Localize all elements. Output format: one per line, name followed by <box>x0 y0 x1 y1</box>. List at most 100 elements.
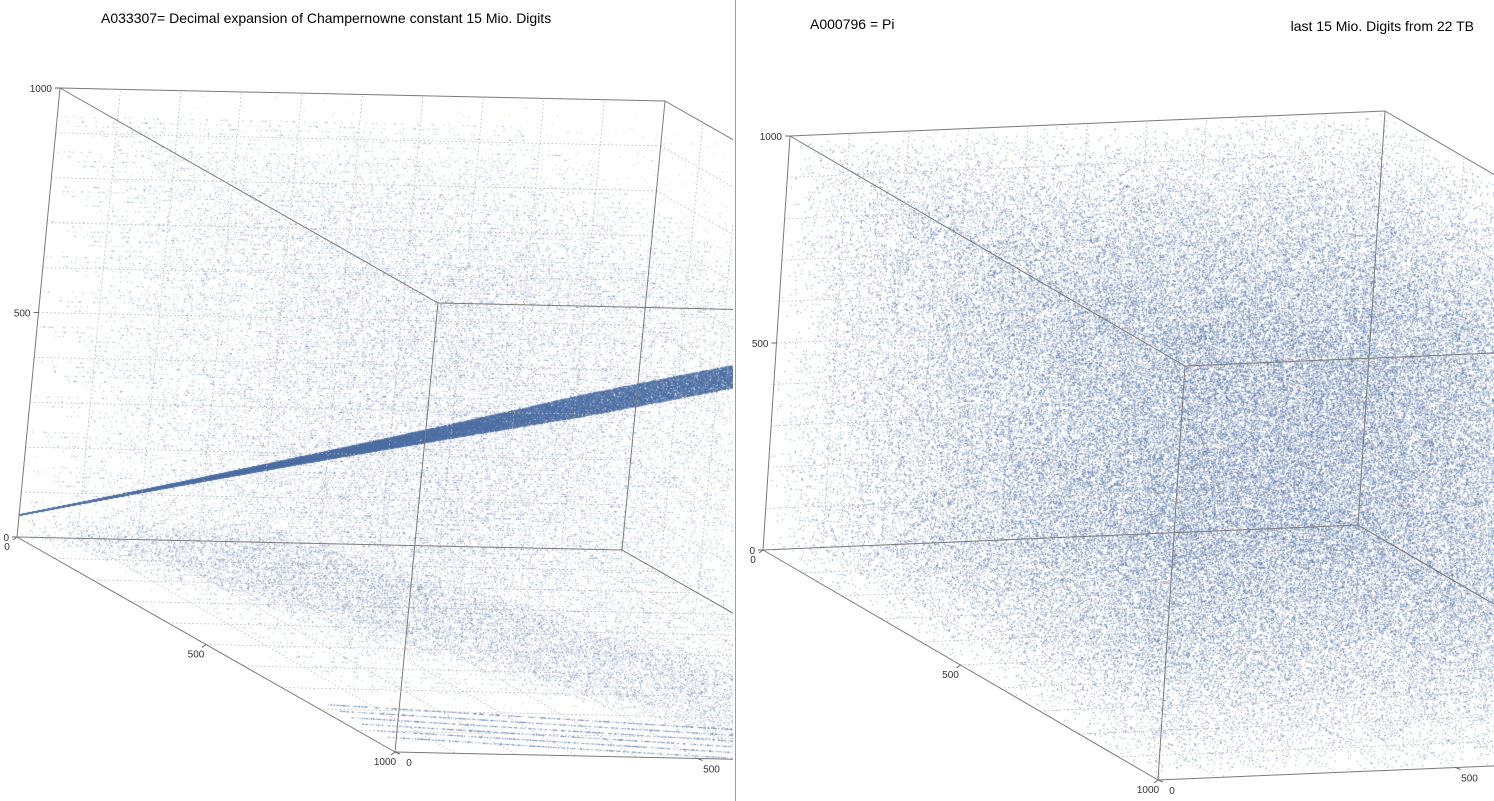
pi-y-tick-label: 0 <box>1169 786 1175 797</box>
champernowne-grid-line <box>634 414 733 472</box>
pi-y-tick <box>1455 767 1461 770</box>
pi-z-tick-label: 1000 <box>760 132 783 143</box>
pi-grid-line <box>779 276 1375 302</box>
pi-box-edge <box>762 524 1359 551</box>
pi-grid-line <box>1382 152 1494 218</box>
champernowne-3d-box: 050010000500100005001000 <box>3 84 733 776</box>
champernowne-grid-line <box>500 547 733 680</box>
pi-grid-line <box>1373 276 1494 347</box>
pi-grid-line <box>1360 483 1494 562</box>
pi-grid-line <box>1118 740 1494 758</box>
champernowne-grid-line <box>630 459 733 519</box>
pi-grid-line <box>941 542 1337 773</box>
champernowne-point-cloud <box>0 0 733 801</box>
champernowne-grid-line <box>281 687 733 698</box>
champernowne-grid-line <box>54 558 660 572</box>
pi-grid-line <box>802 547 1398 574</box>
pi-grid-line <box>1298 527 1494 642</box>
pi-grid-line <box>1376 234 1494 304</box>
pi-grid-line <box>1363 441 1494 519</box>
pi-box-edge <box>1184 352 1494 367</box>
champernowne-box-edge <box>59 87 666 102</box>
pi-x-tick-label: 1000 <box>1137 785 1160 796</box>
champernowne-grid-line <box>440 545 733 713</box>
champernowne-box-edge <box>16 536 623 551</box>
pi-grid-line <box>1371 317 1494 390</box>
pi-grid-line <box>960 642 1494 666</box>
pi-grid-line <box>771 400 1367 427</box>
champernowne-grid-line <box>130 601 733 615</box>
champernowne-grid-line <box>379 544 733 747</box>
champernowne-plot-title: A033307= Decimal expansion of Champernow… <box>101 10 552 26</box>
pi-grid-line <box>1060 123 1088 538</box>
pi-grid-line <box>784 193 1380 220</box>
pi-grid-line <box>1000 125 1029 541</box>
champernowne-grid-line <box>38 312 644 326</box>
pi-grid-line <box>881 130 910 546</box>
pi-y-tick <box>1157 779 1164 783</box>
champernowne-z-tick-label: 500 <box>14 309 31 320</box>
pi-grid-line <box>1179 118 1207 533</box>
champernowne-grid-line <box>42 267 648 281</box>
pi-plot-title: A000796 = Pi <box>810 16 895 32</box>
pi-grid-line <box>1039 691 1494 712</box>
champernowne-grid-line <box>656 190 733 235</box>
pi-grid-line <box>1119 534 1494 754</box>
champernowne-x-tick-label: 0 <box>4 542 10 553</box>
pi-grid-line <box>776 317 1372 344</box>
champernowne-grid-line <box>660 145 733 188</box>
champernowne-grid-line <box>51 177 657 192</box>
champernowne-box-edge <box>621 549 733 614</box>
pi-point-cloud <box>738 0 1494 801</box>
champernowne-x-tick <box>201 644 207 648</box>
champernowne-y-tick-label: 500 <box>703 765 720 776</box>
champernowne-grid-line <box>319 94 363 544</box>
champernowne-grid-line <box>205 644 733 657</box>
pi-grid-line <box>941 128 969 543</box>
champernowne-grid-line <box>29 401 635 416</box>
pi-grid-line <box>1238 115 1267 531</box>
champernowne-y-tick <box>697 758 703 761</box>
pi-grid-line <box>822 133 850 548</box>
champernowne-grid-line <box>319 708 733 719</box>
champernowne-grid-line <box>92 579 698 594</box>
pi-grid-line <box>1060 537 1456 768</box>
pi-box-edge <box>1357 110 1386 526</box>
champernowne-x-tick-label: 500 <box>188 650 205 661</box>
pi-grid-line <box>1000 539 1397 771</box>
pi-3d-box: 050010000500100005001000 <box>749 110 1494 797</box>
pi-grid-line <box>822 547 1218 778</box>
pi-box-edge <box>1384 110 1494 176</box>
champernowne-grid-line <box>198 540 577 757</box>
champernowne-box-edge <box>394 302 439 753</box>
pi-grid-line <box>1298 113 1326 528</box>
pi-grid-line <box>768 441 1364 468</box>
pi-grid-line <box>1119 120 1148 536</box>
pi-grid-line <box>1179 532 1494 717</box>
pi-grid-line <box>881 544 1278 776</box>
pi-box-edge <box>1157 765 1494 781</box>
champernowne-plot-panel: 050010000500100005001000 A033307= Decima… <box>0 0 733 801</box>
pi-grid-line <box>920 617 1494 643</box>
pi-box-edge <box>789 135 1186 367</box>
pi-box-edge <box>1357 524 1494 605</box>
champernowne-grid-line <box>659 122 704 572</box>
champernowne-x-tick <box>390 751 396 756</box>
pi-plot-subtitle: last 15 Mio. Digits from 22 TB <box>1290 18 1474 34</box>
pi-x-tick <box>956 664 961 669</box>
champernowne-grid-line <box>651 235 733 283</box>
champernowne-x-tick-label: 1000 <box>374 757 397 768</box>
pi-grid-line <box>787 152 1383 178</box>
pi-grid-line <box>1238 529 1494 679</box>
champernowne-grid-line <box>626 504 733 567</box>
champernowne-box-edge <box>59 87 439 304</box>
champernowne-box-edge <box>621 100 666 551</box>
champernowne-grid-line <box>643 325 733 377</box>
panel-divider <box>733 0 738 801</box>
champernowne-box-edge <box>437 302 733 310</box>
champernowne-grid-line <box>647 280 733 330</box>
pi-z-tick-label: 500 <box>752 339 769 350</box>
pi-grid-line <box>773 359 1369 385</box>
pi-grid-line <box>781 234 1377 261</box>
